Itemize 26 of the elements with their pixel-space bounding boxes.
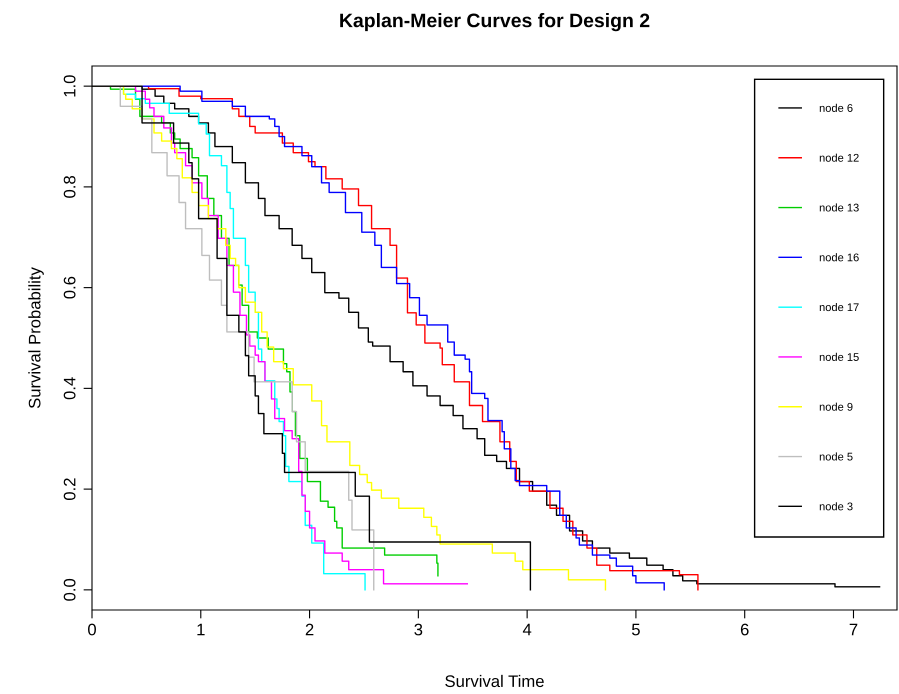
x-tick-label: 1 xyxy=(197,624,205,636)
legend-label: node 6 xyxy=(820,104,853,112)
x-tick-label: 7 xyxy=(850,624,858,636)
x-tick-label: 6 xyxy=(740,624,749,636)
x-axis-title: Survival Time xyxy=(445,674,544,688)
x-tick-label: 2 xyxy=(306,624,314,636)
legend-label: node 9 xyxy=(820,402,853,411)
y-tick-label: 0.2 xyxy=(64,478,76,500)
y-tick-label: 0.0 xyxy=(64,578,76,601)
y-tick-label: 1.0 xyxy=(64,75,76,96)
y-tick-label: 0.6 xyxy=(64,276,76,299)
y-tick-label: 0.8 xyxy=(64,176,76,198)
y-axis-title: Survival Probability xyxy=(28,267,44,408)
legend-label: node 17 xyxy=(820,302,859,312)
legend-label: node 15 xyxy=(820,352,859,361)
legend-label: node 5 xyxy=(820,452,853,461)
legend-label: node 3 xyxy=(820,502,853,510)
x-tick-label: 4 xyxy=(522,624,532,636)
legend-label: node 16 xyxy=(820,253,859,262)
chart-title: Kaplan-Meier Curves for Design 2 xyxy=(340,13,650,32)
y-tick-label: 0.4 xyxy=(64,377,76,400)
x-tick-label: 0 xyxy=(88,624,96,636)
legend-label: node 13 xyxy=(820,203,859,212)
x-tick-label: 5 xyxy=(632,624,640,636)
legend-label: node 12 xyxy=(820,154,859,162)
x-tick-label: 3 xyxy=(414,624,422,636)
